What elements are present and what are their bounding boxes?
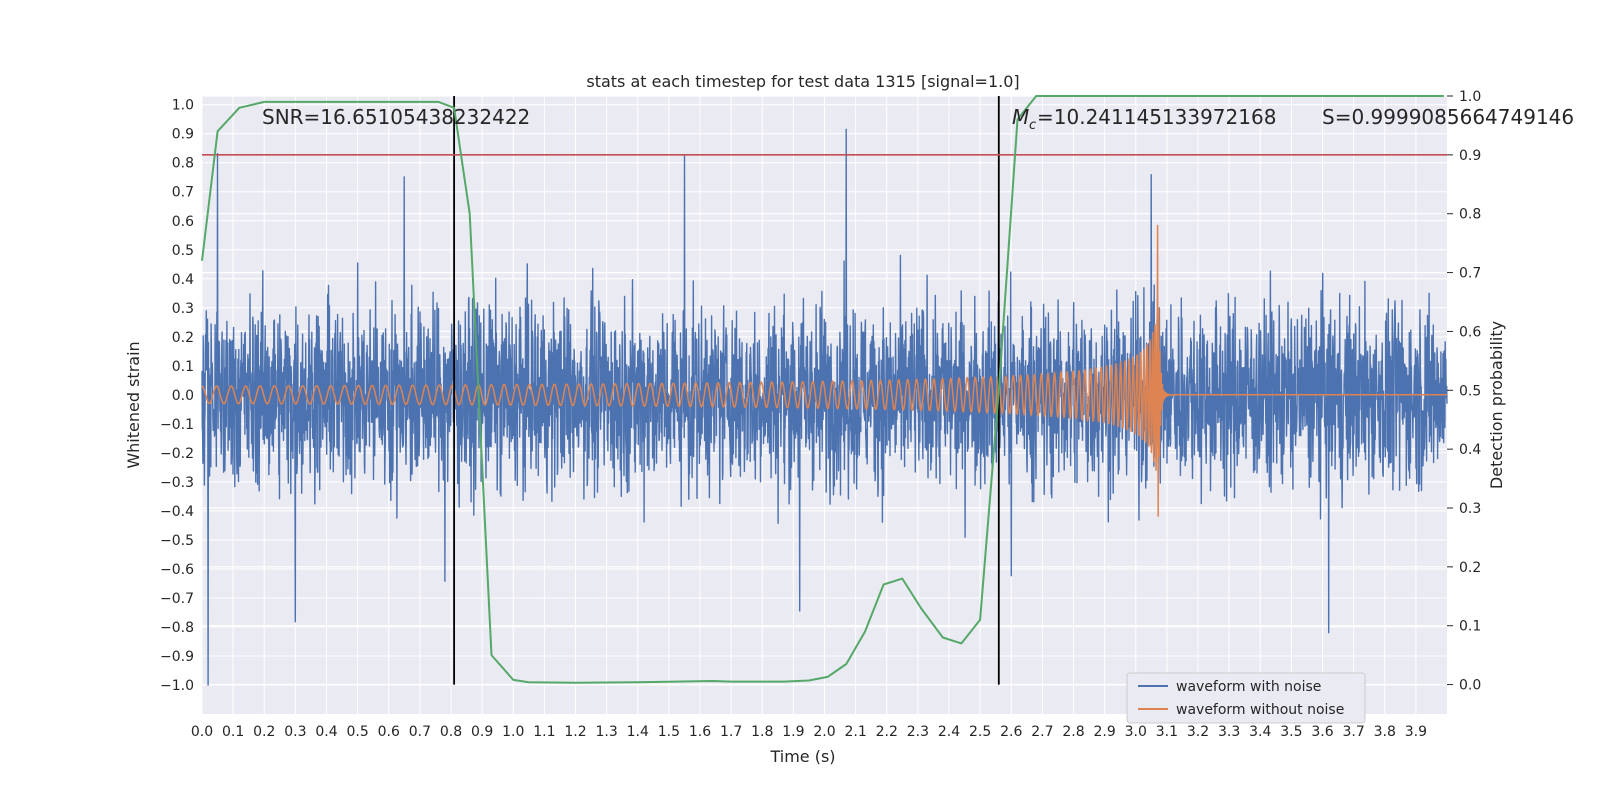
- y-left-tick-label: −0.1: [160, 417, 194, 433]
- x-tick-label: 1.6: [689, 724, 711, 740]
- y-left-tick-labels: 1.0 0.9 0.8 0.7 0.6 0.5 0.4 0.3 0.2 0.1 0.0 −0.1 −0.…: [160, 98, 194, 694]
- x-tick-label: 2.9: [1093, 724, 1115, 740]
- y-right-tick-label: 0.1: [1459, 619, 1481, 635]
- y-left-tick-label: 0.4: [172, 272, 194, 288]
- y-left-tick-label: −0.6: [160, 562, 194, 578]
- x-tick-label: 3.7: [1342, 724, 1364, 740]
- x-tick-label: 2.4: [938, 724, 960, 740]
- x-tick-label: 2.0: [813, 724, 835, 740]
- x-axis-label: Time (s): [769, 747, 835, 766]
- y-left-tick-label: 0.6: [172, 214, 194, 230]
- x-tick-label: 3.8: [1374, 724, 1396, 740]
- y-right-tick-label: 1.0: [1459, 89, 1481, 105]
- y-right-tick-label: 0.5: [1459, 383, 1481, 399]
- y-right-tick-label: 0.7: [1459, 266, 1481, 282]
- x-tick-label: 1.1: [533, 724, 555, 740]
- y-right-tick-label: 0.8: [1459, 207, 1481, 223]
- x-tick-label: 2.2: [876, 724, 898, 740]
- line-waveform-with-noise: [201, 128, 1448, 686]
- x-tick-label: 3.5: [1280, 724, 1302, 740]
- x-tick-label: 1.9: [782, 724, 804, 740]
- x-tick-label: 1.0: [502, 724, 524, 740]
- y-right-tick-label: 0.2: [1459, 560, 1481, 576]
- x-tick-label: 3.1: [1156, 724, 1178, 740]
- x-tick-label: 2.8: [1062, 724, 1084, 740]
- x-tick-label: 3.4: [1249, 724, 1271, 740]
- mc-symbol: M: [1012, 105, 1029, 129]
- x-tick-label: 1.3: [595, 724, 617, 740]
- x-tick-label: 0.8: [440, 724, 462, 740]
- x-tick-label: 3.6: [1311, 724, 1333, 740]
- x-tick-label: 2.1: [844, 724, 866, 740]
- y-right-tick-label: 0.9: [1459, 148, 1481, 164]
- mc-subscript: c: [1029, 118, 1036, 133]
- y-right-tick-label: 0.3: [1459, 501, 1481, 517]
- y-left-tick-label: 0.0: [172, 388, 194, 404]
- x-tick-label: 0.0: [191, 724, 213, 740]
- y-left-tick-label: 0.5: [172, 243, 194, 259]
- y-left-tick-label: 0.8: [172, 156, 194, 172]
- y-right-tick-label: 0.0: [1459, 678, 1481, 694]
- chart-title: stats at each timestep for test data 131…: [586, 72, 1019, 91]
- y-right-tick-label: 0.6: [1459, 324, 1481, 340]
- y-left-tick-label: 0.9: [172, 127, 194, 143]
- y-left-tick-label: −0.7: [160, 591, 194, 607]
- y-left-tick-label: 1.0: [172, 98, 194, 114]
- legend-label-noise: waveform with noise: [1176, 679, 1321, 695]
- x-tick-label: 0.7: [409, 724, 431, 740]
- y-left-tick-label: −0.3: [160, 475, 194, 491]
- x-tick-label: 0.9: [471, 724, 493, 740]
- mc-annotation: =10.241145133972168: [1037, 105, 1276, 129]
- x-tick-label: 2.6: [1000, 724, 1022, 740]
- y-left-tick-label: −0.4: [160, 504, 194, 520]
- y-right-tick-label: 0.4: [1459, 442, 1481, 458]
- y-left-tick-label: −0.9: [160, 649, 194, 665]
- x-tick-label: 3.9: [1405, 724, 1427, 740]
- x-tick-label: 1.2: [564, 724, 586, 740]
- line-detection-probability: [201, 95, 1444, 684]
- x-tick-label: 3.2: [1187, 724, 1209, 740]
- y-left-tick-label: −1.0: [160, 678, 194, 694]
- series-waveform-without-noise: [201, 224, 1447, 517]
- legend-box: [1126, 672, 1366, 724]
- y-left-tick-label: −0.5: [160, 533, 194, 549]
- y-left-axis-label: Whitened strain: [124, 341, 143, 468]
- x-tick-label: 2.3: [907, 724, 929, 740]
- y-right-tick-labels: 1.0 0.9 0.8 0.7 0.6 0.5 0.4 0.3 0.2 0.1 0.0: [1447, 89, 1481, 694]
- y-left-tick-label: 0.2: [172, 330, 194, 346]
- y-left-tick-label: −0.8: [160, 620, 194, 636]
- x-tick-label: 3.0: [1125, 724, 1147, 740]
- x-tick-label: 0.6: [378, 724, 400, 740]
- x-tick-label: 3.3: [1218, 724, 1240, 740]
- x-tick-labels: 0.0 0.1 0.2 0.3 0.4 0.5 0.6 0.7 0.8 0.9 1.0 1.1 1.2 1…: [191, 724, 1427, 740]
- snr-annotation: SNR=16.65105438232422: [262, 105, 530, 129]
- x-tick-label: 1.7: [720, 724, 742, 740]
- y-right-axis-label: Detection probability: [1487, 321, 1506, 489]
- y-left-tick-label: −0.2: [160, 446, 194, 462]
- x-tick-label: 2.7: [1031, 724, 1053, 740]
- x-tick-label: 2.5: [969, 724, 991, 740]
- series-waveform-with-noise: [201, 128, 1448, 686]
- legend: waveform with noise waveform without noi…: [1126, 672, 1366, 724]
- series-detection-probability: [201, 95, 1444, 684]
- x-tick-label: 1.4: [627, 724, 649, 740]
- x-tick-label: 0.3: [284, 724, 306, 740]
- x-tick-label: 0.1: [222, 724, 244, 740]
- y-left-tick-label: 0.1: [172, 359, 194, 375]
- x-tick-label: 0.5: [346, 724, 368, 740]
- legend-label-clean: waveform without noise: [1176, 702, 1344, 718]
- y-left-tick-label: 0.3: [172, 301, 194, 317]
- line-waveform-without-noise: [201, 224, 1447, 517]
- x-tick-label: 1.5: [658, 724, 680, 740]
- s-annotation: S=0.9999085664749146: [1322, 105, 1574, 129]
- x-tick-label: 0.2: [253, 724, 275, 740]
- x-tick-label: 1.8: [751, 724, 773, 740]
- x-tick-label: 0.4: [315, 724, 337, 740]
- y-left-tick-label: 0.7: [172, 185, 194, 201]
